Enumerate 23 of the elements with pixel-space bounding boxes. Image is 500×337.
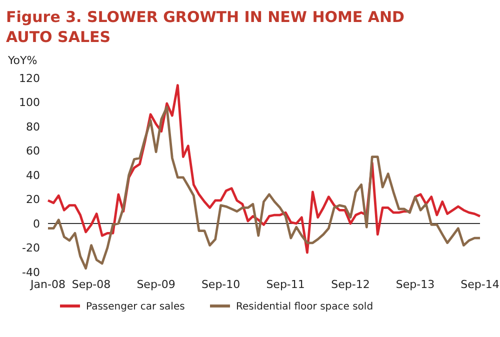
y-tick-label: -40 — [22, 266, 40, 279]
y-tick-label: 100 — [19, 96, 40, 110]
line-series — [46, 84, 482, 254]
chart-title: Figure 3. SLOWER GROWTH IN NEW HOME AND AUTO SALES — [6, 8, 405, 46]
y-tick-label: -20 — [22, 242, 40, 255]
x-tick-label: Jan-08 — [30, 278, 66, 291]
y-tick-label: 80 — [26, 120, 40, 134]
y-tick-label: 0 — [33, 217, 40, 230]
legend-label: Passenger car sales — [86, 302, 185, 312]
x-tick-label: Sep-11 — [266, 278, 305, 291]
legend-label: Residential floor space sold — [236, 302, 374, 312]
y-tick-label: 40 — [26, 168, 40, 182]
x-tick-label: Sep-12 — [331, 278, 370, 291]
y-tick-label: 20 — [26, 193, 40, 206]
y-axis-title: YoY% — [7, 54, 38, 67]
y-tick-label: 60 — [26, 144, 40, 158]
x-tick-label: Sep-13 — [396, 278, 435, 291]
x-tick-label: Sep-08 — [72, 278, 111, 291]
x-tick-label: Sep-09 — [136, 278, 176, 291]
x-tick-label: Sep-10 — [201, 278, 240, 291]
x-tick-label: Sep-14 — [460, 278, 500, 291]
line-series — [46, 106, 482, 270]
y-tick-label: 120 — [19, 72, 40, 85]
